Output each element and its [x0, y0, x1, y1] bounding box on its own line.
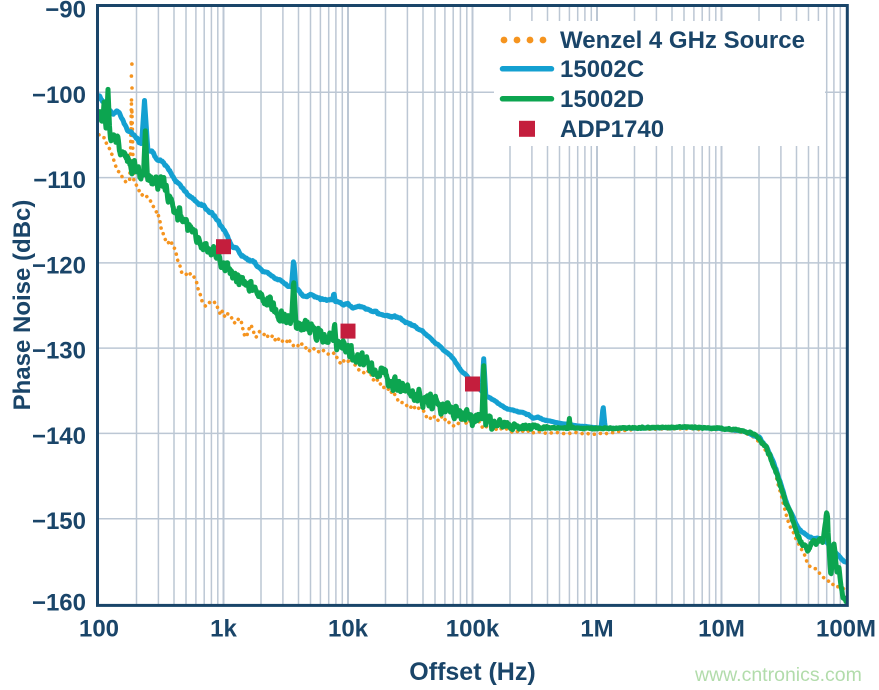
svg-text:100M: 100M	[816, 616, 876, 643]
svg-text:www.cntronics.com: www.cntronics.com	[694, 664, 862, 686]
svg-text:−110: −110	[33, 167, 86, 194]
svg-text:100k: 100k	[446, 616, 500, 643]
svg-text:100: 100	[79, 616, 119, 643]
svg-text:−100: −100	[32, 82, 86, 109]
svg-text:−130: −130	[32, 338, 86, 365]
svg-text:10M: 10M	[698, 616, 745, 643]
svg-text:−90: −90	[45, 0, 86, 24]
svg-text:Offset (Hz): Offset (Hz)	[409, 658, 535, 686]
svg-text:Wenzel 4 GHz Source: Wenzel 4 GHz Source	[560, 27, 805, 54]
svg-text:Phase Noise (dBc): Phase Noise (dBc)	[9, 200, 36, 411]
svg-text:15002D: 15002D	[560, 86, 644, 113]
svg-text:1k: 1k	[210, 616, 237, 643]
svg-text:−140: −140	[32, 423, 86, 450]
svg-text:−150: −150	[32, 508, 86, 535]
svg-text:−120: −120	[32, 252, 86, 279]
svg-text:10k: 10k	[328, 616, 369, 643]
svg-text:−160: −160	[32, 590, 86, 617]
svg-text:15002C: 15002C	[560, 56, 644, 83]
svg-text:ADP1740: ADP1740	[560, 116, 664, 143]
svg-text:1M: 1M	[580, 616, 613, 643]
